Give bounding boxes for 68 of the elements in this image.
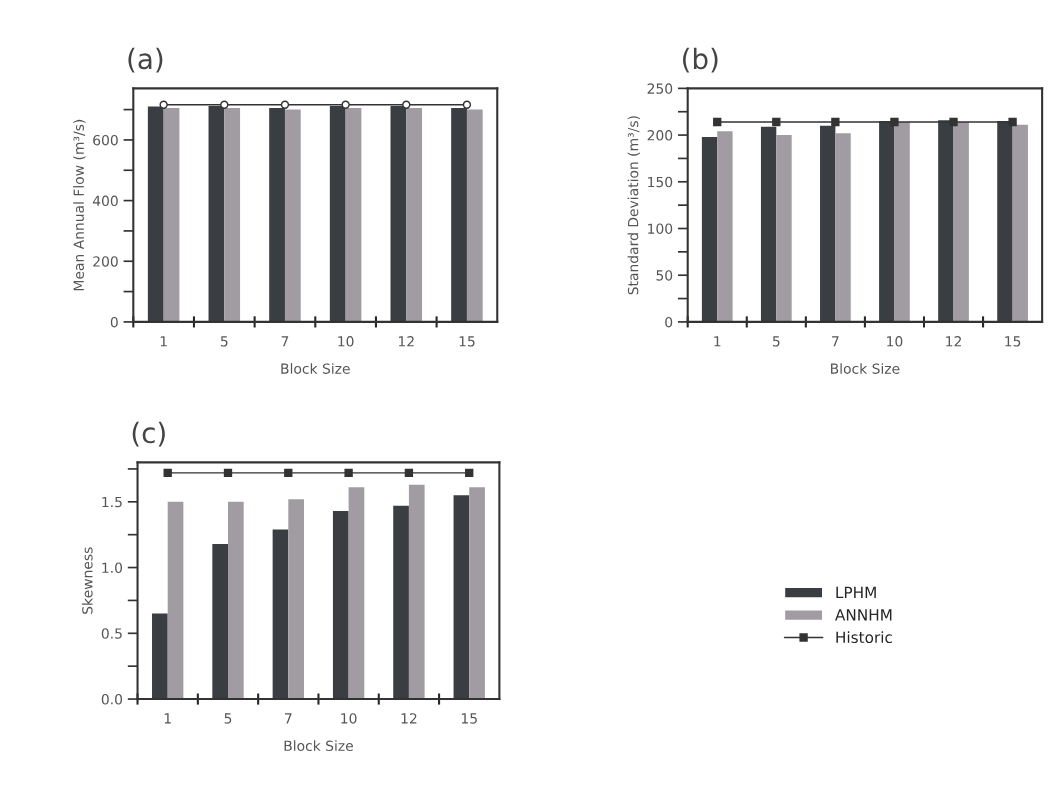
x-tick-label: 1 (714, 336, 721, 347)
bar (348, 487, 365, 700)
bar (820, 125, 836, 322)
y-axis-title: Skewness (81, 547, 93, 614)
bar (1012, 124, 1028, 322)
x-tick-label: 7 (285, 713, 292, 724)
bar (453, 495, 470, 700)
x-tick-label: 15 (461, 713, 477, 724)
bar (938, 120, 954, 322)
x-tick-label: 5 (220, 336, 228, 347)
bar (701, 136, 718, 322)
bar (393, 505, 409, 700)
bar (332, 511, 349, 700)
bar (835, 133, 851, 322)
bar (776, 135, 792, 322)
y-tick-label: 0.0 (101, 694, 123, 705)
bar (760, 126, 777, 322)
x-tick-label: 15 (1005, 336, 1021, 347)
y-tick-label: 0 (665, 316, 673, 328)
y-tick-label: 600 (93, 134, 118, 146)
bar (953, 122, 969, 322)
y-tick-label: 150 (648, 176, 673, 188)
y-tick-label: 400 (92, 195, 118, 207)
y-tick-label: 200 (93, 256, 118, 267)
x-tick-label: 1 (160, 336, 167, 347)
y-tick-label: 1.0 (102, 562, 123, 574)
x-tick-label: 15 (459, 336, 475, 347)
bar (408, 484, 425, 700)
bar (879, 121, 895, 322)
legend-label: LPHM (836, 586, 876, 598)
y-tick-label: 250 (647, 83, 673, 94)
y-axis-title: Standard Deviation (m³/s) (627, 116, 640, 295)
bar (469, 487, 485, 700)
y-axis-title: Mean Annual Flow (m³/s) (73, 119, 86, 291)
x-tick-label: 5 (772, 336, 780, 347)
bar (272, 529, 289, 700)
bar (228, 501, 244, 700)
x-tick-label: 1 (164, 713, 171, 724)
x-tick-label: 12 (946, 336, 961, 347)
bar (288, 499, 304, 700)
x-tick-label: 12 (401, 713, 417, 724)
x-axis-title: Block Size (284, 740, 353, 752)
chart-title: (b) (683, 47, 718, 73)
bar (997, 121, 1013, 322)
y-tick-label: 0 (110, 316, 118, 328)
x-tick-label: 5 (224, 713, 232, 724)
x-axis-title: Block Size (831, 363, 900, 374)
x-tick-label: 7 (832, 336, 839, 347)
x-tick-label: 10 (887, 336, 903, 347)
y-tick-label: 1.5 (102, 496, 122, 508)
y-tick-label: 200 (647, 130, 673, 141)
y-tick-label: 0.5 (101, 628, 122, 639)
chart-title: (c) (132, 421, 165, 447)
chart-title: (a) (128, 47, 163, 73)
bar (212, 543, 228, 700)
y-tick-label: 50 (656, 270, 673, 281)
y-tick-label: 100 (648, 223, 673, 234)
bar (167, 501, 184, 700)
bar (894, 122, 910, 322)
x-tick-label: 10 (341, 713, 357, 724)
bar (717, 131, 733, 322)
x-tick-label: 10 (338, 336, 354, 347)
x-tick-label: 12 (398, 336, 414, 347)
legend-label: Historic (836, 631, 892, 644)
bar (152, 613, 168, 700)
x-tick-label: 7 (281, 336, 289, 347)
legend-label: ANNHM (835, 609, 892, 621)
x-axis-title: Block Size (281, 363, 350, 374)
